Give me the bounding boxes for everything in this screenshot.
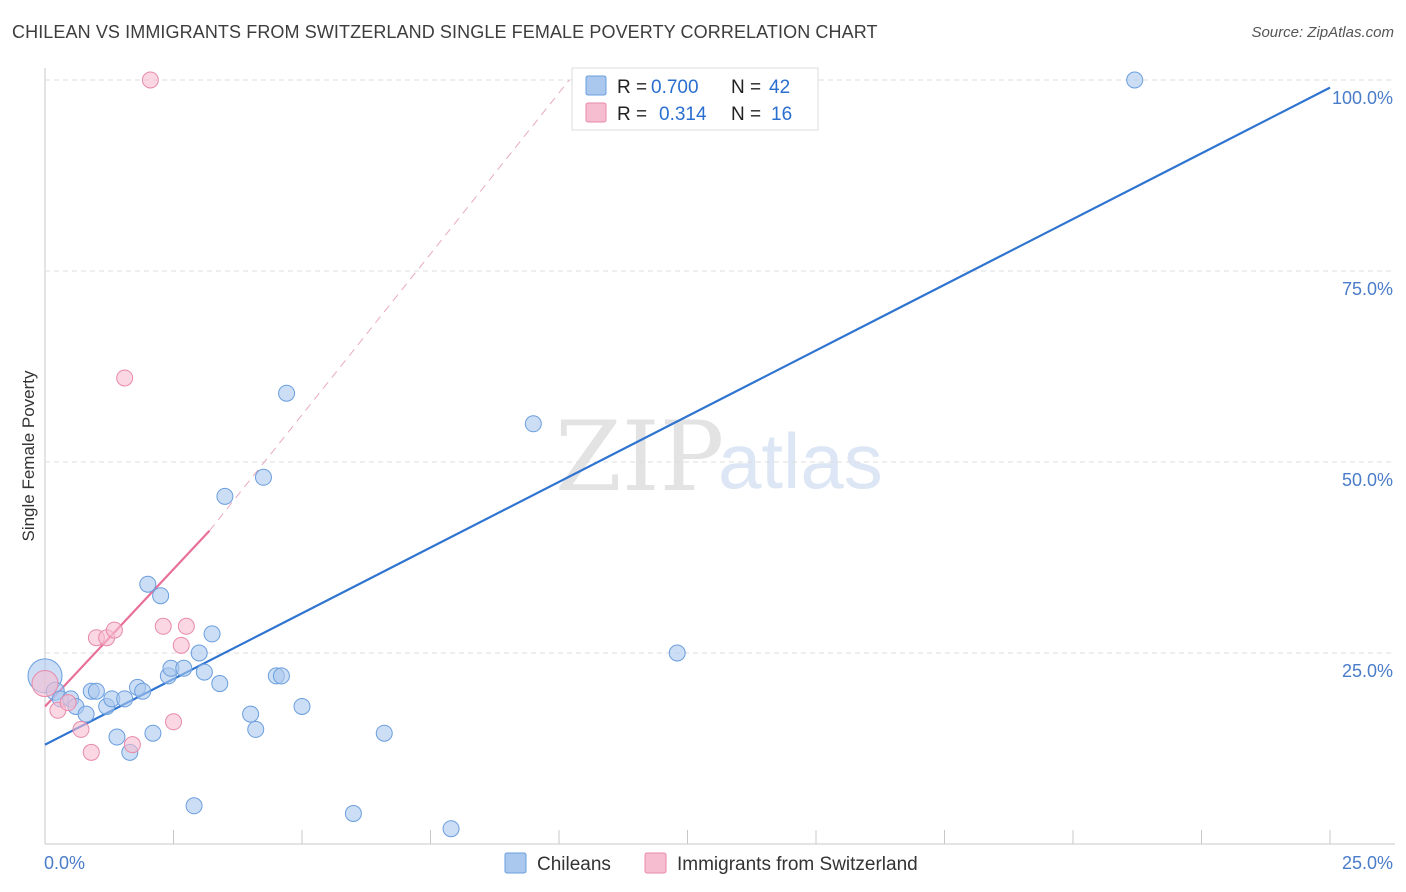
point-chileans <box>247 720 265 738</box>
source-label: Source: ZipAtlas.com <box>1251 24 1394 41</box>
point-chileans <box>278 384 296 402</box>
point-chileans <box>1126 71 1144 89</box>
legend-swatch-chileans <box>585 75 607 96</box>
stats-legend: R = 0.700 N = 42 R = 0.314 N = 16 <box>571 67 819 131</box>
watermark-zip: ZIP <box>555 401 724 513</box>
y-tick-label-100: 100.0% <box>1332 88 1393 108</box>
point-chileans <box>190 644 208 662</box>
legend-n-value-1: 42 <box>769 77 790 98</box>
point-chileans <box>139 575 157 593</box>
legend-r-value-2: 0.314 <box>659 104 707 125</box>
point-chileans <box>175 659 193 677</box>
point-chileans <box>442 820 460 838</box>
y-axis-label: Single Female Poverty <box>19 370 38 542</box>
point-chileans <box>144 724 162 742</box>
point-switzerland <box>154 617 172 635</box>
bottom-legend-swatch-switzerland <box>644 852 667 874</box>
point-chileans <box>134 682 152 700</box>
point-chileans <box>524 415 542 433</box>
trendline-switzerland <box>44 530 211 708</box>
bottom-legend-label-chileans: Chileans <box>537 854 611 875</box>
chart-title: CHILEAN VS IMMIGRANTS FROM SWITZERLAND S… <box>12 22 878 42</box>
legend-r-label-1: R = <box>617 77 647 98</box>
x-tick-label-min: 0.0% <box>44 853 85 873</box>
trendline-chileans <box>44 86 1331 746</box>
point-switzerland <box>31 670 59 698</box>
point-chileans <box>293 697 311 715</box>
point-chileans <box>185 797 203 815</box>
point-switzerland <box>123 736 141 754</box>
point-chileans <box>108 728 126 746</box>
trendline-switzerland-extension <box>209 79 570 532</box>
point-switzerland <box>165 713 182 731</box>
point-switzerland <box>116 369 134 387</box>
point-chileans <box>668 644 686 662</box>
point-chileans <box>195 663 213 681</box>
point-chileans <box>272 667 290 685</box>
point-switzerland <box>59 694 77 712</box>
x-tick-marks <box>44 830 1331 844</box>
point-switzerland <box>172 636 190 654</box>
point-chileans <box>216 487 234 505</box>
y-tick-label-25: 25.0% <box>1342 661 1393 681</box>
series-legend: Chileans Immigrants from Switzerland <box>504 852 918 875</box>
x-tick-label-max: 25.0% <box>1342 853 1393 873</box>
point-chileans <box>152 587 170 605</box>
point-chileans <box>254 468 272 486</box>
bottom-legend-label-switzerland: Immigrants from Switzerland <box>677 854 918 875</box>
legend-r-label-2: R = <box>617 104 647 125</box>
legend-n-label-2: N = <box>731 104 761 125</box>
point-chileans <box>203 625 221 643</box>
point-switzerland <box>82 743 100 761</box>
point-switzerland <box>105 621 123 639</box>
y-tick-label-50: 50.0% <box>1342 470 1393 490</box>
point-chileans <box>375 724 393 742</box>
watermark-atlas: atlas <box>718 417 883 505</box>
point-switzerland <box>72 720 90 738</box>
y-tick-label-75: 75.0% <box>1342 279 1393 299</box>
legend-n-label-1: N = <box>731 77 761 98</box>
stats-legend-box <box>571 67 819 131</box>
point-chileans <box>242 705 260 723</box>
data-points <box>27 71 1144 838</box>
trend-lines <box>44 79 1331 746</box>
point-chileans <box>77 705 95 723</box>
point-chileans <box>211 675 229 693</box>
point-chileans <box>344 804 362 822</box>
legend-n-value-2: 16 <box>771 104 792 125</box>
bottom-legend-swatch-chileans <box>504 852 527 874</box>
gridlines <box>45 79 1395 654</box>
point-chileans <box>116 690 134 708</box>
legend-r-value-1: 0.700 <box>651 77 699 98</box>
point-switzerland <box>177 617 195 635</box>
point-chileans <box>87 682 105 700</box>
point-switzerland <box>141 71 159 89</box>
legend-swatch-switzerland <box>585 102 607 123</box>
